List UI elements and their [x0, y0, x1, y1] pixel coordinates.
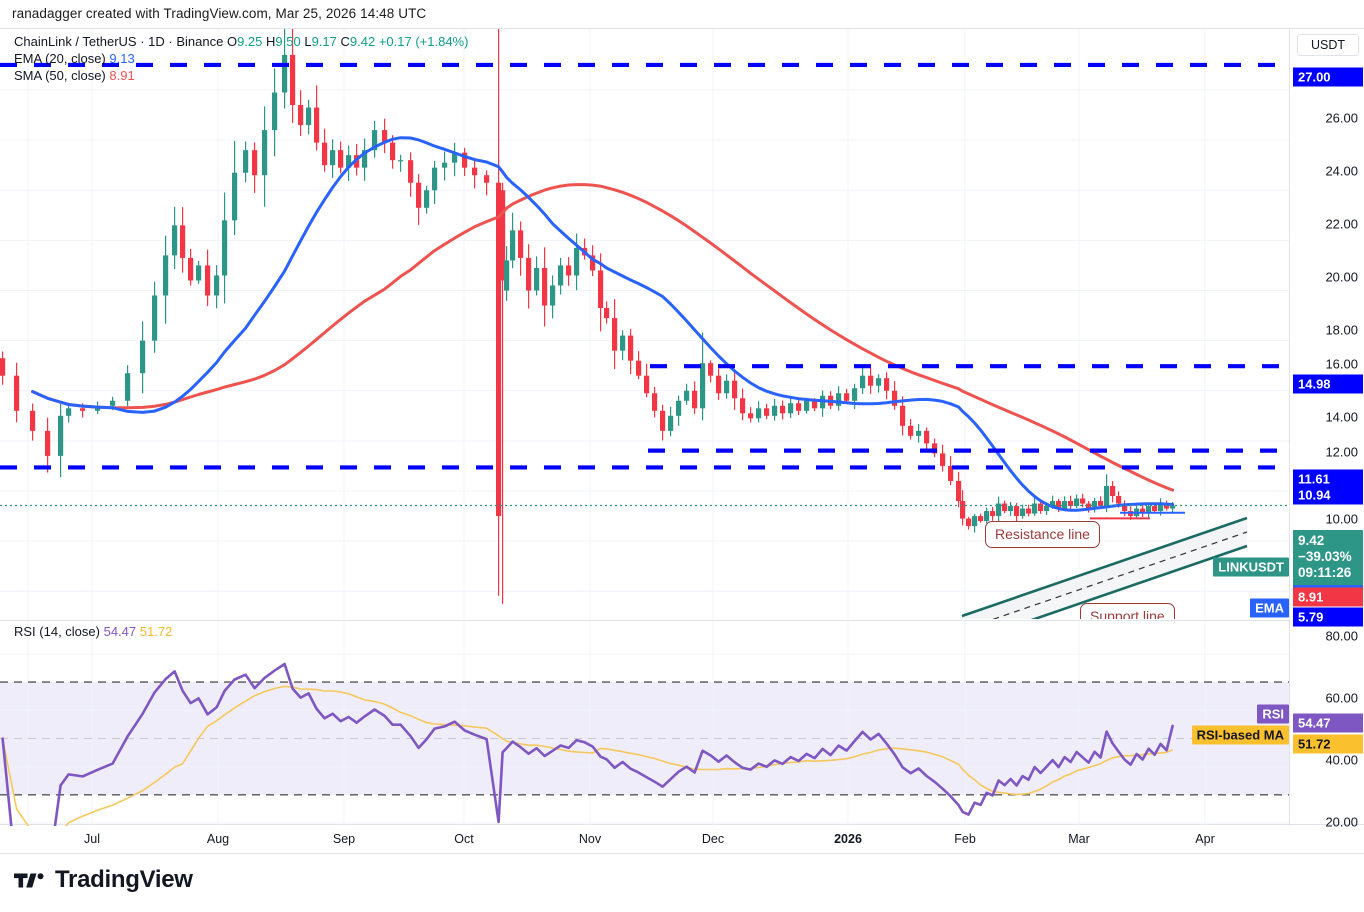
legend-open-value: 9.25 [237, 34, 263, 49]
price-level-badge-1094[interactable]: 10.94 [1293, 485, 1363, 505]
time-axis-label: 2026 [834, 832, 862, 846]
legend-sma-row[interactable]: SMA (50, close) 8.91 [14, 67, 468, 84]
rsi-tick: 80.00 [1325, 628, 1358, 644]
legend-open-label: O [226, 34, 238, 49]
time-axis-label: Apr [1195, 832, 1215, 846]
time-axis-label: Aug [206, 832, 230, 846]
rsi-legend-value: 54.47 [103, 624, 137, 639]
ticker-name-tag: LINKUSDT [1213, 557, 1289, 577]
price-chart-svg [0, 29, 1289, 619]
sma-value-badge[interactable]: 8.91 [1293, 587, 1363, 607]
ema-name-tag: EMA [1250, 598, 1289, 618]
legend-symbol[interactable]: ChainLink / TetherUS · 1D · Binance [14, 34, 224, 49]
price-tick: 18.00 [1325, 322, 1358, 338]
price-tick: 26.00 [1325, 110, 1358, 126]
price-level-badge-1161[interactable]: 11.61 [1293, 469, 1363, 489]
rsi-legend-label: RSI (14, close) [14, 624, 100, 639]
legend-high-value: 9.50 [275, 34, 301, 49]
legend-close-label: C [340, 34, 350, 49]
legend-close-value: 9.42 [349, 34, 376, 49]
time-axis-label: Nov [578, 832, 602, 846]
time-axis-label: Sep [332, 832, 356, 846]
legend-ema-row[interactable]: EMA (20, close) 9.13 [14, 50, 468, 67]
rsi-ma-value-badge[interactable]: 51.72 [1293, 734, 1363, 754]
legend-low-label: L [304, 34, 312, 49]
rsi-axis[interactable]: 80.00 60.00 40.00 20.00 54.47 51.72 [1291, 620, 1364, 830]
tradingview-logo-icon [14, 870, 46, 891]
price-tick: 16.00 [1325, 356, 1358, 372]
price-level-badge-27[interactable]: 27.00 [1293, 67, 1363, 87]
price-tick: 12.00 [1325, 444, 1358, 460]
price-level-badge-1498[interactable]: 14.98 [1293, 374, 1363, 394]
legend-low-value: 9.17 [311, 34, 337, 49]
price-tick: 24.00 [1325, 163, 1358, 179]
legend-ema-label: EMA (20, close) [14, 51, 106, 66]
chart-frame: ChainLink / TetherUS · 1D · Binance O9.2… [0, 28, 1364, 854]
price-pane[interactable]: ChainLink / TetherUS · 1D · Binance O9.2… [0, 29, 1290, 619]
legend-symbol-row[interactable]: ChainLink / TetherUS · 1D · Binance O9.2… [14, 33, 468, 50]
footer: TradingView [14, 866, 193, 894]
legend-sma-value: 8.91 [109, 68, 135, 83]
resistance-line-callout: Resistance line [985, 521, 1100, 548]
current-price-percent: −39.03% [1298, 549, 1352, 564]
tradingview-brand: TradingView [55, 866, 193, 893]
legend-high-label: H [266, 34, 276, 49]
rsi-legend-row[interactable]: RSI (14, close) 54.47 51.72 [14, 624, 172, 639]
price-axis[interactable]: USDT 26.00 24.00 22.00 20.00 18.00 16.00… [1291, 29, 1364, 627]
time-axis-label: Jul [84, 832, 100, 846]
current-price-value: 9.42 [1298, 533, 1325, 548]
bar-countdown: 09:11:26 [1298, 565, 1352, 580]
price-tick: 14.00 [1325, 409, 1358, 425]
time-axis-label: Dec [701, 832, 725, 846]
credit-line: ranadagger created with TradingView.com,… [12, 6, 427, 21]
currency-label[interactable]: USDT [1297, 34, 1359, 56]
rsi-tick: 40.00 [1325, 752, 1358, 768]
time-axis-label: Mar [1068, 832, 1090, 846]
time-axis-label: Feb [954, 832, 976, 846]
chart-legend: ChainLink / TetherUS · 1D · Binance O9.2… [14, 33, 468, 84]
current-price-badge[interactable]: 9.42 −39.03% 09:11:26 [1293, 530, 1363, 585]
rsi-ma-name-tag: RSI-based MA [1191, 725, 1289, 745]
legend-ema-value: 9.13 [109, 51, 135, 66]
price-level-badge-579[interactable]: 5.79 [1293, 607, 1363, 627]
rsi-value-badge[interactable]: 54.47 [1293, 713, 1363, 733]
time-axis[interactable]: Jul Aug Sep Oct Nov Dec 2026 Feb Mar Apr [0, 826, 1364, 854]
price-tick: 10.00 [1325, 511, 1358, 527]
support-line-callout: Support line [1080, 603, 1175, 619]
legend-change: +0.17 (+1.84%) [378, 34, 469, 49]
price-tick: 20.00 [1325, 269, 1358, 285]
rsi-ma-legend-value: 51.72 [139, 624, 173, 639]
rsi-tick: 60.00 [1325, 690, 1358, 706]
rsi-pane[interactable]: RSI (14, close) 54.47 51.72 RSI RSI-base… [0, 620, 1290, 826]
time-axis-label: Oct [454, 832, 474, 846]
rsi-tick: 20.00 [1325, 814, 1358, 830]
legend-sma-label: SMA (50, close) [14, 68, 106, 83]
price-tick: 22.00 [1325, 216, 1358, 232]
rsi-chart-svg [0, 621, 1289, 826]
rsi-name-tag: RSI [1257, 704, 1289, 724]
